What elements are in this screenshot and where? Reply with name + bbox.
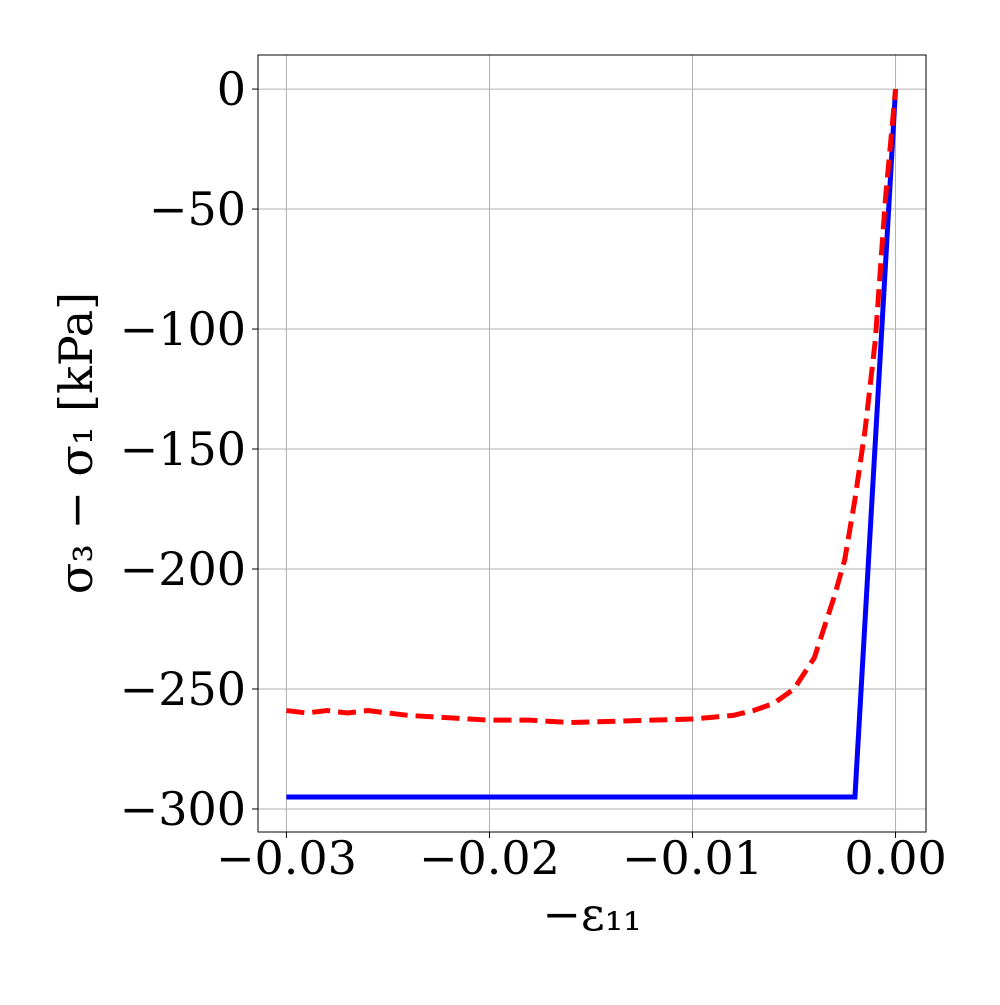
x-axis-label: −ε₁₁ [542, 887, 641, 941]
y-tick-label: 0 [217, 62, 246, 116]
x-tick-label: −0.01 [622, 831, 763, 885]
plot-frame [257, 54, 927, 833]
y-tick-label: −50 [149, 182, 246, 236]
data-line [286, 88, 899, 726]
y-tick-label: −100 [120, 302, 246, 356]
y-axis-label: σ₃ − σ₁ [kPa] [49, 292, 103, 594]
y-tick-label: −300 [120, 782, 246, 836]
x-tick-label: −0.03 [216, 831, 357, 885]
data-line [286, 88, 899, 800]
y-tick-label: −250 [120, 662, 246, 716]
y-tick-label: −200 [120, 542, 246, 596]
x-tick-label: 0.00 [844, 831, 946, 885]
y-tick-label: −150 [120, 422, 246, 476]
x-tick-label: −0.02 [419, 831, 560, 885]
